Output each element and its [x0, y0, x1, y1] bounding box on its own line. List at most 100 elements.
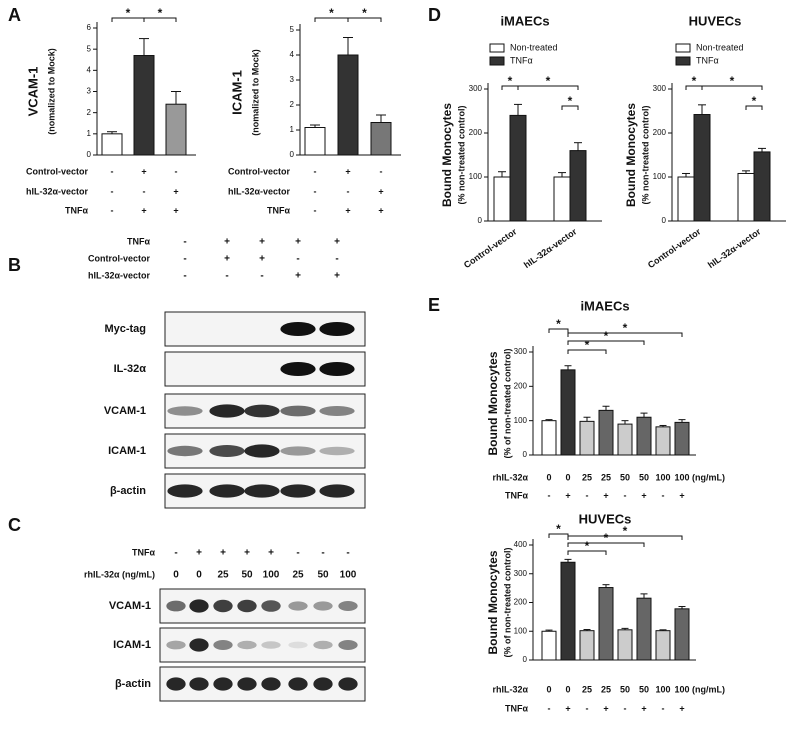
condition-value: + [603, 490, 608, 500]
y-tick-label: 300 [514, 347, 528, 356]
significance-label: * [568, 94, 573, 108]
y-tick-label: 1 [290, 125, 295, 134]
condition-label: TNFα [505, 490, 528, 500]
y-axis-label: (nomalized to Mock) [250, 49, 260, 136]
blot-band [261, 641, 281, 649]
blot-band [213, 640, 233, 650]
x-tick-label: hIL-32α-vector [522, 226, 579, 270]
legend-label: TNFα [696, 55, 719, 65]
condition-label: hIL-32α-vector [26, 186, 89, 196]
blot-band [209, 445, 245, 457]
bar [636, 416, 652, 456]
bar [541, 630, 557, 661]
panel-label: B [8, 255, 21, 275]
condition-value: + [345, 166, 350, 176]
blot-band [167, 484, 203, 498]
blot-band [166, 640, 186, 650]
panel-label: D [428, 5, 441, 25]
bar [579, 420, 595, 456]
significance-bracket [143, 17, 177, 22]
condition-value: + [641, 703, 646, 713]
legend-label: Non-treated [510, 42, 558, 52]
blot-band [189, 599, 209, 613]
condition-value: - [225, 271, 228, 282]
condition-value: + [378, 205, 383, 215]
y-tick-label: 6 [87, 23, 92, 32]
y-tick-label: 0 [662, 216, 667, 225]
bar [598, 409, 614, 456]
condition-value: - [548, 703, 551, 713]
blot-band [166, 600, 186, 612]
blot-band [288, 677, 308, 691]
blot-band [189, 638, 209, 652]
condition-value: - [111, 205, 114, 215]
condition-value: 25 [601, 684, 611, 694]
bar [579, 630, 595, 661]
blot-band [338, 640, 358, 650]
significance-label: * [546, 74, 551, 88]
condition-value: + [259, 254, 265, 265]
legend-swatch [489, 56, 505, 66]
condition-label: Control-vector [228, 166, 291, 176]
condition-value: - [662, 703, 665, 713]
blot-label: Myc-tag [104, 323, 146, 335]
condition-value: + [259, 237, 265, 248]
blot-band [319, 446, 355, 456]
blot-band [167, 406, 203, 416]
condition-label: Control-vector [26, 166, 89, 176]
condition-value: - [586, 490, 589, 500]
y-tick-label: 5 [290, 25, 295, 34]
condition-value: 0 [173, 570, 179, 581]
condition-value: + [244, 548, 250, 559]
significance-label: * [508, 74, 513, 88]
condition-value: 100 [655, 472, 670, 482]
bar [509, 114, 527, 222]
bar [737, 172, 755, 222]
chart-title: iMAECs [580, 298, 629, 313]
significance-label: * [362, 6, 367, 20]
blot-band [237, 677, 257, 691]
condition-value: - [183, 237, 186, 248]
bar [636, 597, 652, 661]
condition-value: - [346, 548, 349, 559]
condition-value: 100 [674, 684, 689, 694]
y-axis-label: Bound Monocytes [486, 351, 500, 455]
condition-value: 25 [217, 570, 229, 581]
condition-value: + [603, 703, 608, 713]
bar [598, 587, 614, 661]
blot-band [313, 677, 333, 691]
condition-value: + [378, 186, 383, 196]
bar [674, 421, 690, 456]
bar [617, 423, 633, 456]
bar [753, 151, 771, 222]
condition-value: + [565, 703, 570, 713]
condition-value: + [268, 548, 274, 559]
x-tick-label: Control-vector [462, 226, 519, 270]
bar [655, 630, 671, 661]
bar [165, 103, 187, 156]
bar [553, 176, 571, 222]
blot-band [288, 641, 308, 649]
significance-bracket [561, 105, 579, 110]
y-tick-label: 200 [514, 381, 528, 390]
significance-bracket [567, 550, 607, 555]
bar [101, 133, 123, 156]
blot-band [189, 677, 209, 691]
blot-band [313, 601, 333, 611]
significance-label: * [556, 317, 561, 331]
condition-unit: (ng/mL) [692, 684, 725, 694]
y-tick-label: 200 [653, 128, 667, 137]
condition-value: + [679, 703, 684, 713]
condition-value: 50 [317, 570, 329, 581]
blot-band [237, 599, 257, 613]
y-tick-label: 0 [87, 150, 92, 159]
legend-swatch [675, 56, 691, 66]
significance-label: * [126, 6, 131, 20]
significance-label: * [158, 6, 163, 20]
condition-value: 0 [565, 684, 570, 694]
y-axis-label: ICAM-1 [229, 70, 244, 115]
condition-label: hIL-32α-vector [228, 186, 291, 196]
legend-swatch [489, 43, 505, 53]
condition-value: - [174, 548, 177, 559]
bar [693, 114, 711, 222]
